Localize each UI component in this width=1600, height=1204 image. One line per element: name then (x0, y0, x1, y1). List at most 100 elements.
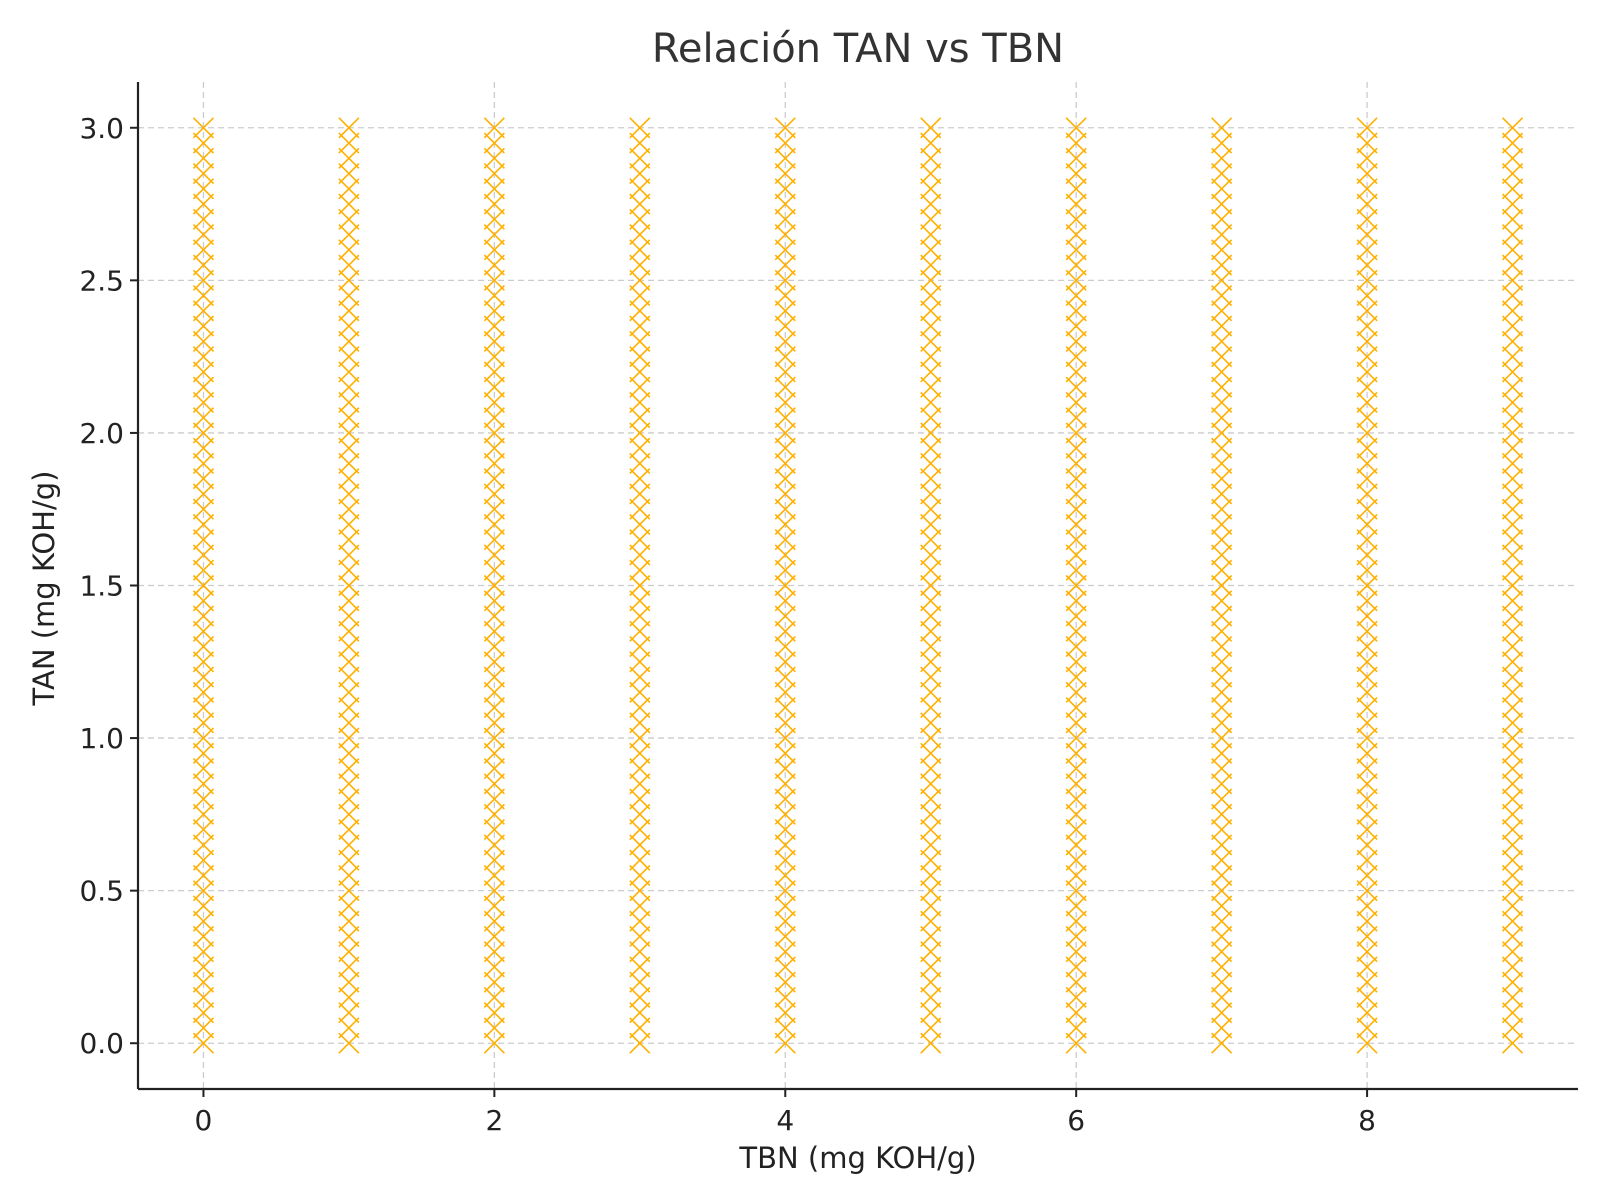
scatter-point (338, 162, 360, 185)
scatter-point (1501, 864, 1524, 886)
scatter-point (774, 147, 796, 169)
scatter-point (192, 651, 215, 673)
scatter-point (338, 986, 360, 1009)
scatter-point (629, 437, 651, 459)
scatter-point (774, 910, 796, 932)
scatter-point (192, 941, 215, 963)
scatter-point (338, 468, 360, 490)
scatter-point (338, 178, 360, 200)
scatter-point (1065, 803, 1087, 825)
scatter-point (1501, 559, 1524, 581)
scatter-point (1356, 361, 1378, 383)
scatter-point (1356, 544, 1378, 566)
scatter-point (1211, 452, 1233, 475)
scatter-point (1501, 178, 1524, 200)
scatter-point (192, 132, 215, 154)
scatter-point (1356, 1032, 1378, 1054)
x-tick-label: 8 (1358, 1104, 1376, 1137)
scatter-point (338, 1002, 360, 1024)
scatter-point (629, 391, 651, 413)
scatter-point (920, 330, 942, 352)
scatter-point (338, 620, 360, 642)
scatter-point (1356, 1017, 1378, 1039)
scatter-point (629, 758, 651, 780)
scatter-point (483, 513, 505, 536)
scatter-point (483, 1002, 505, 1024)
scatter-point (1501, 407, 1524, 429)
scatter-point (774, 819, 796, 841)
scatter-point (483, 269, 505, 291)
scatter-point (1065, 880, 1087, 902)
scatter-point (1356, 468, 1378, 490)
scatter-point (629, 529, 651, 551)
scatter-point (192, 178, 215, 200)
scatter-point (920, 376, 942, 398)
scatter-point (1501, 193, 1524, 215)
scatter-point (629, 712, 651, 734)
scatter-point (1501, 895, 1524, 917)
scatter-point (1356, 819, 1378, 841)
scatter-point (483, 529, 505, 551)
scatter-point (483, 407, 505, 429)
scatter-point (1501, 696, 1524, 719)
y-tick-label: 2.0 (79, 417, 124, 450)
scatter-point (1356, 376, 1378, 398)
scatter-point (338, 956, 360, 978)
scatter-point (1356, 559, 1378, 581)
scatter-point (192, 925, 215, 947)
scatter-point (774, 712, 796, 734)
scatter-point (1065, 224, 1087, 246)
scatter-point (483, 620, 505, 642)
scatter-point (483, 803, 505, 825)
scatter-point (338, 1032, 360, 1054)
scatter-point (338, 315, 360, 337)
scatter-point (483, 239, 505, 261)
scatter-point (1356, 483, 1378, 505)
scatter-point (774, 1002, 796, 1024)
scatter-point (192, 742, 215, 764)
scatter-point (1065, 407, 1087, 429)
scatter-point (629, 864, 651, 886)
scatter-point (192, 346, 215, 368)
scatter-point (1065, 193, 1087, 215)
scatter-point (920, 971, 942, 993)
scatter-point (629, 742, 651, 764)
scatter-point (920, 681, 942, 703)
scatter-point (774, 315, 796, 337)
scatter-point (338, 483, 360, 505)
scatter-point (774, 742, 796, 764)
scatter-point (1501, 666, 1524, 688)
scatter-point (920, 132, 942, 154)
scatter-point (338, 239, 360, 261)
scatter-point (1065, 559, 1087, 581)
scatter-point (629, 315, 651, 337)
scatter-point (920, 773, 942, 795)
scatter-point (192, 1032, 215, 1054)
scatter-point (338, 941, 360, 963)
scatter-point (1065, 819, 1087, 841)
scatter-point (1211, 422, 1233, 444)
scatter-point (920, 849, 942, 871)
scatter-point (1356, 956, 1378, 978)
scatter-point (1065, 178, 1087, 200)
scatter-point (920, 437, 942, 459)
scatter-point (338, 849, 360, 871)
scatter-point (1065, 147, 1087, 169)
scatter-point (1211, 925, 1233, 947)
scatter-point (1065, 773, 1087, 795)
scatter-point (920, 452, 942, 475)
scatter-point (1211, 468, 1233, 490)
scatter-point (192, 117, 215, 139)
scatter-point (192, 224, 215, 246)
y-tick-label: 3.0 (79, 112, 124, 145)
scatter-point (1356, 513, 1378, 536)
scatter-point (1065, 513, 1087, 536)
scatter-point (920, 1032, 942, 1054)
scatter-point (1501, 391, 1524, 413)
scatter-point (1065, 758, 1087, 780)
scatter-point (338, 498, 360, 520)
scatter-point (338, 681, 360, 703)
scatter-point (1356, 529, 1378, 551)
scatter-point (338, 529, 360, 551)
scatter-point (920, 483, 942, 505)
